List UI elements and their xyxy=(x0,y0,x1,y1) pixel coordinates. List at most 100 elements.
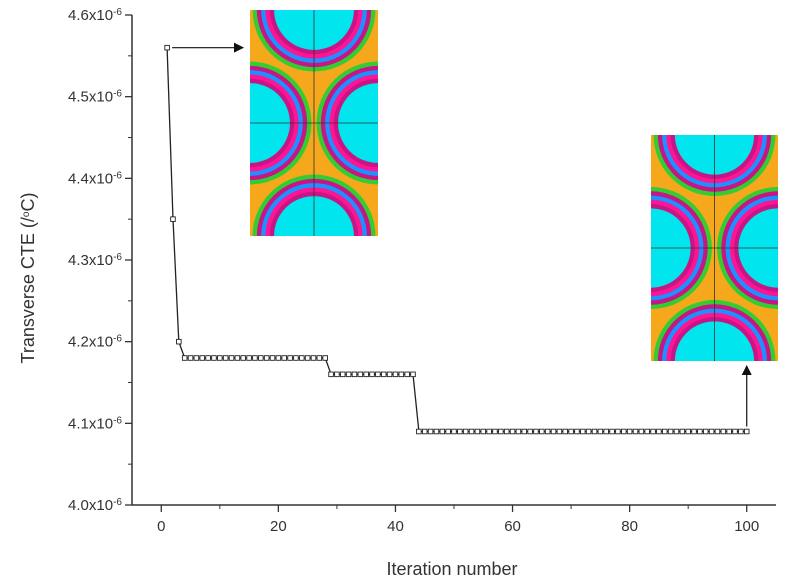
data-point xyxy=(732,428,738,435)
data-point xyxy=(222,355,229,361)
data-point xyxy=(228,355,235,361)
data-point xyxy=(170,216,176,222)
y-axis-label-unit: C) xyxy=(18,193,38,212)
data-point xyxy=(269,355,276,361)
data-point xyxy=(562,428,568,435)
data-point xyxy=(462,428,469,435)
data-point xyxy=(568,428,574,435)
data-point xyxy=(585,428,592,435)
data-point xyxy=(193,355,200,361)
data-point xyxy=(281,355,287,361)
data-point xyxy=(369,371,375,378)
y-tick-label-exponent: -6 xyxy=(113,415,122,426)
data-point xyxy=(556,428,563,435)
data-point xyxy=(480,428,487,435)
data-point xyxy=(626,428,633,435)
data-point xyxy=(404,371,410,378)
data-point xyxy=(205,355,211,361)
data-point xyxy=(474,428,481,435)
data-point xyxy=(375,371,381,378)
data-point xyxy=(580,428,586,435)
inset-image xyxy=(250,10,378,236)
data-point xyxy=(316,355,323,361)
data-point xyxy=(293,355,299,361)
x-tick-label: 100 xyxy=(734,518,759,535)
data-point xyxy=(486,428,492,435)
inset-initial-microstructure xyxy=(250,10,378,236)
data-point xyxy=(533,428,539,435)
data-point xyxy=(544,428,551,435)
data-point xyxy=(503,428,510,435)
y-tick-label: 4.1x10-6 xyxy=(68,415,122,433)
data-point xyxy=(275,355,282,361)
x-tick-label: 80 xyxy=(621,518,638,535)
data-point xyxy=(392,371,399,378)
x-tick-label: 20 xyxy=(270,518,287,535)
data-point xyxy=(708,428,715,435)
data-point xyxy=(521,428,528,435)
data-point xyxy=(439,428,446,435)
data-point xyxy=(527,428,533,435)
data-point xyxy=(246,355,252,361)
data-point xyxy=(410,371,416,378)
data-point xyxy=(398,371,405,378)
y-tick-label-exponent: -6 xyxy=(113,333,122,344)
y-tick-label-base: 4.4x10 xyxy=(68,170,113,187)
data-point xyxy=(380,371,387,378)
data-point xyxy=(509,428,516,435)
data-point xyxy=(667,428,674,435)
data-point xyxy=(322,355,328,361)
y-axis-label-main: Transverse CTE (/ xyxy=(18,217,38,363)
x-tick-label: 40 xyxy=(387,518,404,535)
y-tick-label-base: 4.3x10 xyxy=(68,252,113,269)
y-tick-label-base: 4.6x10 xyxy=(68,7,113,24)
data-point xyxy=(656,428,662,435)
x-tick-label: 0 xyxy=(157,518,165,535)
y-tick-label-exponent: -6 xyxy=(113,497,122,508)
data-point xyxy=(591,428,598,435)
data-point xyxy=(287,355,293,361)
data-point xyxy=(345,371,352,378)
data-point xyxy=(498,428,504,435)
data-point xyxy=(363,371,369,378)
data-point xyxy=(550,428,557,435)
data-point xyxy=(421,428,428,435)
data-point xyxy=(714,428,721,435)
inset-image xyxy=(651,135,778,361)
data-point xyxy=(258,355,264,361)
y-tick-label-exponent: -6 xyxy=(113,88,122,99)
data-point xyxy=(515,428,522,435)
y-tick-label-exponent: -6 xyxy=(113,170,122,181)
y-tick-label-exponent: -6 xyxy=(113,252,122,263)
series-line xyxy=(166,47,747,433)
data-point xyxy=(632,428,639,435)
data-point xyxy=(451,428,457,435)
data-point xyxy=(597,428,604,435)
data-point xyxy=(468,428,475,435)
y-tick-label: 4.6x10-6 xyxy=(68,7,122,25)
data-point xyxy=(433,428,440,435)
y-tick-label: 4.2x10-6 xyxy=(68,333,122,351)
y-tick-label-base: 4.0x10 xyxy=(68,497,113,514)
data-point xyxy=(445,428,451,435)
data-point xyxy=(743,428,750,435)
data-point xyxy=(673,428,680,435)
data-point xyxy=(457,428,463,435)
data-point xyxy=(662,428,668,435)
data-point xyxy=(615,428,621,435)
data-point xyxy=(691,428,697,435)
data-point xyxy=(416,428,422,435)
annotations xyxy=(172,42,752,427)
data-point xyxy=(334,371,340,378)
data-point xyxy=(427,428,434,435)
data-point xyxy=(351,371,358,378)
data-point xyxy=(240,355,246,361)
inset-final-microstructure xyxy=(651,135,778,361)
data-point xyxy=(685,428,691,435)
x-axis-label: Iteration number xyxy=(386,559,517,579)
data-point xyxy=(386,371,393,378)
data-point xyxy=(621,428,627,435)
data-point xyxy=(638,428,645,435)
y-axis-label-degree: o xyxy=(21,211,32,217)
data-point xyxy=(357,371,364,378)
